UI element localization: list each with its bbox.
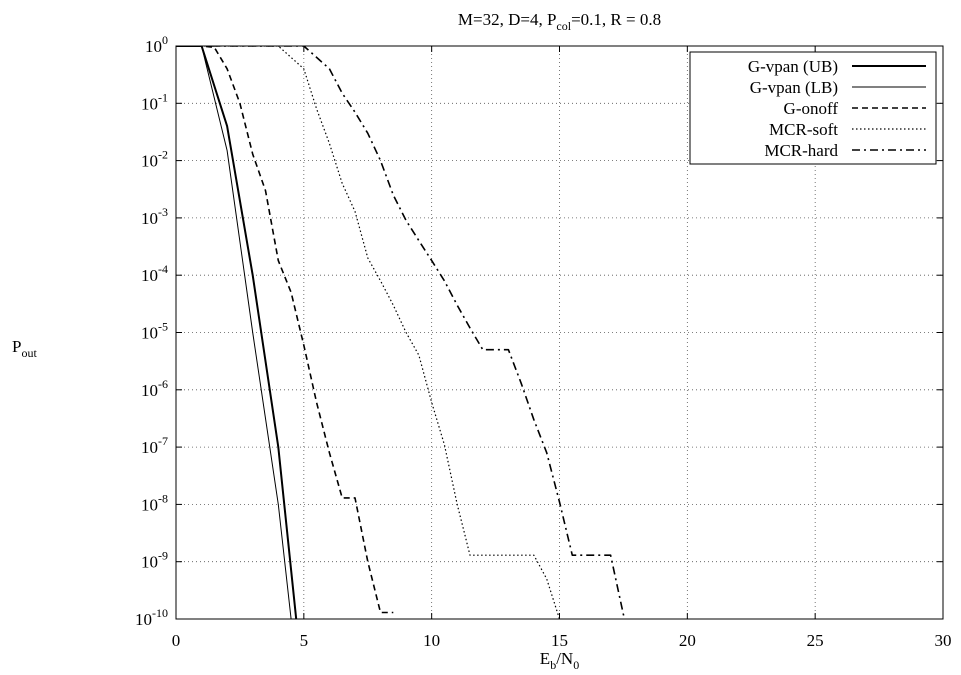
legend-label: MCR-soft [769, 120, 838, 139]
x-axis-label-text: Eb/N0 [540, 649, 579, 672]
x-tick-label: 10 [423, 631, 440, 650]
x-tick-label: 30 [935, 631, 952, 650]
legend-label: G-vpan (LB) [750, 78, 838, 97]
y-axis-label-text: Pout [12, 337, 37, 360]
x-tick-label: 0 [172, 631, 181, 650]
series-lines [176, 46, 662, 619]
x-tick-labels: 0 5 10 15 20 25 30 [172, 631, 952, 650]
series-line-g-onoff [176, 46, 394, 614]
legend-label: G-onoff [784, 99, 839, 118]
y-tick-label: 10-5 [141, 320, 168, 343]
y-tick-label: 10-1 [141, 90, 168, 113]
y-tick-label: 10-7 [141, 434, 168, 457]
x-tick-label: 5 [300, 631, 309, 650]
y-axis-label: Pout [12, 337, 37, 360]
plot-frame [175, 45, 944, 620]
x-tick-label: 15 [551, 631, 568, 650]
y-tick-label: 10-8 [141, 491, 168, 514]
series-line-g-vpan-lb [176, 46, 292, 619]
legend: G-vpan (UB) G-vpan (LB) G-onoff MCR-soft MCR… [689, 51, 937, 165]
y-tick-label: 10-6 [141, 377, 168, 400]
series-line-mcr-hard [176, 46, 662, 619]
x-axis-label: Eb/N0 [540, 649, 579, 672]
y-tick-label: 10-9 [141, 549, 168, 572]
y-tick-label: 10-10 [135, 606, 168, 629]
y-tick-label: 10-2 [141, 148, 168, 171]
x-tick-label: 20 [679, 631, 696, 650]
legend-label: G-vpan (UB) [748, 57, 838, 76]
x-tick-label: 25 [807, 631, 824, 650]
chart-title-text: M=32, D=4, Pcol=0.1, R = 0.8 [458, 10, 661, 33]
y-tick-label: 10-3 [141, 205, 168, 228]
y-tick-label: 10-4 [141, 262, 168, 285]
chart-title: M=32, D=4, Pcol=0.1, R = 0.8 [458, 10, 661, 33]
series-line-g-vpan-ub [176, 46, 298, 619]
y-tick-label: 100 [145, 33, 168, 56]
y-tick-labels: 100 10-1 10-2 10-3 10-4 10-5 10-6 10-7 10-8 10-9 1… [135, 33, 168, 629]
legend-label: MCR-hard [764, 141, 838, 160]
